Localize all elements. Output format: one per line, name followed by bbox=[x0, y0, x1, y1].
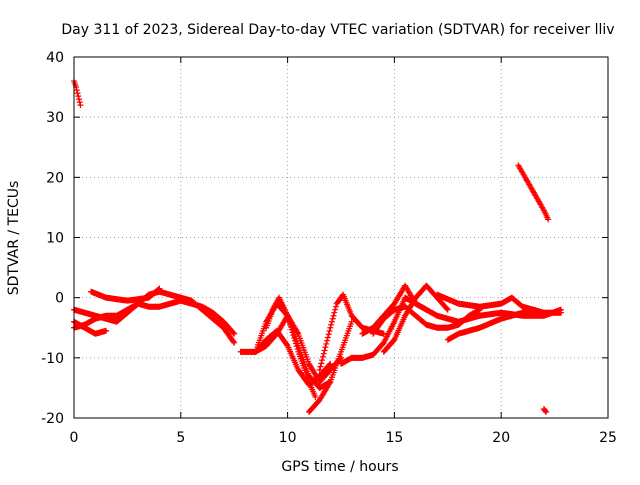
data-point bbox=[317, 363, 324, 370]
data-point bbox=[290, 332, 297, 339]
data-point bbox=[321, 347, 328, 354]
data-point bbox=[312, 393, 319, 400]
series-arc-10 bbox=[305, 318, 355, 415]
data-point bbox=[319, 357, 326, 364]
data-point bbox=[318, 360, 325, 367]
data-point bbox=[292, 340, 299, 347]
data-point bbox=[291, 337, 298, 344]
data-point bbox=[320, 350, 327, 357]
series-arc-5 bbox=[88, 285, 163, 304]
y-tick-label: -10 bbox=[41, 351, 64, 367]
data-point bbox=[331, 309, 338, 316]
data-point bbox=[325, 331, 332, 338]
x-tick-label: 0 bbox=[70, 430, 79, 446]
data-point bbox=[231, 339, 238, 346]
data-point bbox=[380, 330, 387, 337]
data-point bbox=[323, 340, 330, 347]
chart-title: Day 311 of 2023, Sidereal Day-to-day VTE… bbox=[61, 22, 614, 38]
data-point bbox=[322, 344, 329, 351]
series-arc-14 bbox=[380, 282, 451, 355]
data-point bbox=[558, 306, 565, 313]
data-point bbox=[319, 353, 326, 360]
data-point bbox=[330, 312, 337, 319]
data-point bbox=[284, 312, 291, 319]
data-point bbox=[443, 305, 450, 312]
series-arc-9 bbox=[263, 294, 319, 400]
y-tick-label: 40 bbox=[46, 50, 64, 66]
data-point bbox=[287, 323, 294, 330]
data-point bbox=[156, 285, 163, 292]
data-point bbox=[545, 216, 552, 223]
data-point bbox=[74, 90, 81, 97]
x-tick-label: 10 bbox=[279, 430, 297, 446]
data-point bbox=[75, 96, 82, 103]
data-layer bbox=[71, 78, 565, 415]
data-point bbox=[543, 408, 550, 415]
data-point bbox=[324, 334, 331, 341]
series-arc-17 bbox=[444, 306, 565, 343]
data-point bbox=[76, 99, 83, 106]
data-point bbox=[332, 306, 339, 313]
x-axis-label: GPS time / hours bbox=[281, 459, 398, 475]
series-arc-18 bbox=[515, 162, 552, 223]
data-point bbox=[231, 330, 238, 337]
data-point bbox=[103, 327, 110, 334]
data-point bbox=[287, 321, 294, 328]
data-point bbox=[230, 329, 237, 336]
data-point bbox=[332, 303, 339, 310]
data-point bbox=[286, 318, 293, 325]
data-point bbox=[283, 341, 290, 348]
data-point bbox=[230, 338, 237, 345]
data-point bbox=[294, 346, 301, 353]
series-arc-19 bbox=[540, 405, 550, 415]
data-point bbox=[329, 315, 336, 322]
data-point bbox=[542, 407, 549, 414]
ticks: 0 5 10 15 20 25 -20 -10 0 10 20 30 40 bbox=[41, 50, 617, 446]
y-axis-label: SDTVAR / TECUs bbox=[6, 181, 22, 296]
series-arc-4 bbox=[71, 318, 110, 337]
series-arc-3 bbox=[71, 297, 238, 337]
data-point bbox=[328, 318, 335, 325]
data-point bbox=[155, 286, 162, 293]
x-tick-label: 5 bbox=[176, 430, 185, 446]
x-tick-label: 25 bbox=[599, 430, 617, 446]
y-tick-label: 20 bbox=[46, 170, 64, 186]
data-point bbox=[73, 87, 80, 94]
grid bbox=[74, 57, 608, 418]
y-tick-label: 10 bbox=[46, 231, 64, 247]
data-point bbox=[444, 306, 451, 313]
data-point bbox=[327, 324, 334, 331]
data-point bbox=[324, 337, 331, 344]
data-point bbox=[293, 343, 300, 350]
y-tick-label: -20 bbox=[41, 411, 64, 427]
data-point bbox=[326, 327, 333, 334]
x-tick-label: 20 bbox=[492, 430, 510, 446]
y-tick-label: 0 bbox=[55, 291, 64, 307]
data-point bbox=[291, 334, 298, 341]
x-tick-label: 15 bbox=[385, 430, 403, 446]
data-point bbox=[328, 321, 335, 328]
data-point bbox=[288, 326, 295, 333]
data-point bbox=[289, 329, 296, 336]
data-point bbox=[77, 102, 84, 109]
data-point bbox=[326, 380, 333, 387]
y-tick-label: 30 bbox=[46, 110, 64, 126]
series-arc-1 bbox=[71, 78, 84, 109]
data-point bbox=[285, 315, 292, 322]
data-point bbox=[75, 93, 82, 100]
data-point bbox=[316, 366, 323, 373]
